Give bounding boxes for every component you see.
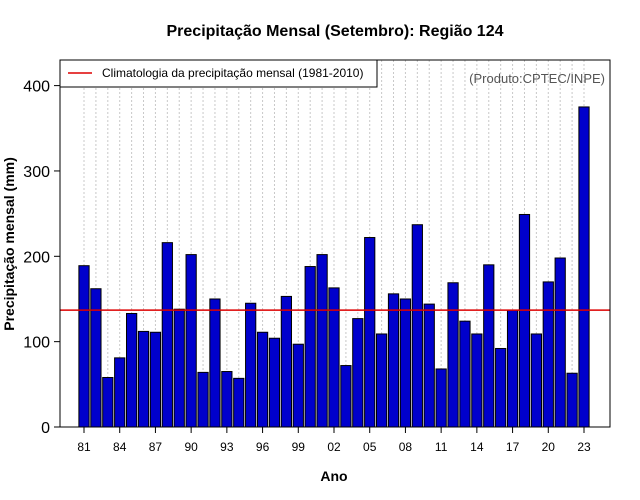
x-tick-label: 93 — [220, 440, 234, 454]
bar-1996 — [256, 331, 269, 428]
y-tick-label: 400 — [23, 79, 50, 96]
x-tick-label: 05 — [363, 440, 377, 454]
bar-1989 — [173, 308, 185, 428]
bar-1991 — [197, 371, 209, 428]
bar-1990 — [185, 254, 197, 428]
x-tick-label: 08 — [399, 440, 413, 454]
bar-2022 — [566, 372, 578, 428]
bar-2004 — [352, 318, 364, 428]
x-axis: 81 84 87 90 93 96 99 02 05 08 11 14 17 20 23 — [77, 427, 591, 454]
bar-1981 — [78, 265, 90, 428]
bar-1993 — [221, 371, 233, 428]
x-tick-label: 23 — [577, 440, 591, 454]
bar-1988 — [161, 242, 173, 428]
bar-2018 — [518, 213, 531, 428]
bar-2019 — [530, 333, 542, 428]
bar-2016 — [495, 347, 507, 428]
bar-1999 — [292, 343, 304, 428]
bar-2001 — [316, 254, 328, 428]
x-tick-label: 96 — [256, 440, 270, 454]
bar-2013 — [459, 320, 471, 428]
x-tick-label: 11 — [435, 440, 448, 454]
bar-2007 — [387, 293, 400, 428]
bar-2006 — [376, 333, 388, 428]
bar-1998 — [280, 295, 292, 428]
bar-2014 — [471, 333, 483, 428]
bar-1985 — [126, 312, 138, 428]
bar-2008 — [399, 298, 412, 428]
bar-2009 — [411, 224, 423, 428]
bars — [78, 106, 590, 428]
x-tick-label: 17 — [506, 440, 520, 454]
y-axis: 0 100 200 300 400 — [23, 79, 60, 437]
y-tick-label: 0 — [41, 420, 50, 437]
bar-1995 — [245, 302, 257, 428]
x-tick-label: 81 — [77, 440, 91, 454]
x-tick-label: 20 — [542, 440, 556, 454]
chart-title: Precipitação Mensal (Setembro): Região 1… — [167, 23, 504, 40]
bar-2015 — [483, 264, 495, 428]
bar-1984 — [114, 357, 126, 428]
y-tick-label: 100 — [23, 335, 50, 352]
bar-2002 — [328, 287, 340, 428]
bar-2011 — [435, 368, 447, 428]
x-tick-label: 90 — [184, 440, 198, 454]
bar-1994 — [233, 377, 245, 428]
x-tick-label: 84 — [113, 440, 127, 454]
bar-2021 — [554, 257, 566, 428]
x-tick-label: 87 — [149, 440, 163, 454]
bar-1987 — [149, 331, 162, 428]
x-tick-label: 14 — [470, 440, 484, 454]
legend: Climatologia da precipitação mensal (198… — [59, 59, 378, 88]
y-tick-label: 200 — [23, 249, 50, 266]
bar-2023 — [578, 106, 590, 428]
bar-1983 — [102, 376, 114, 428]
bar-2017 — [506, 309, 519, 428]
bar-2003 — [340, 365, 352, 428]
x-tick-label: 99 — [292, 440, 306, 454]
y-tick-label: 300 — [23, 164, 50, 181]
legend-box — [59, 59, 378, 88]
bar-1986 — [137, 330, 150, 428]
bar-2020 — [542, 281, 554, 428]
credit-text: (Produto:CPTEC/INPE) — [469, 71, 605, 86]
bar-1997 — [268, 337, 281, 428]
x-axis-label: Ano — [320, 468, 347, 484]
bar-2012 — [447, 282, 459, 428]
y-axis-label: Precipitação mensal (mm) — [1, 157, 17, 331]
bar-1992 — [209, 298, 221, 428]
legend-climatology-label: Climatologia da precipitação mensal (198… — [102, 66, 363, 80]
bar-2010 — [423, 303, 435, 428]
bar-2000 — [304, 266, 316, 428]
x-tick-label: 02 — [327, 440, 341, 454]
bar-2005 — [364, 237, 376, 428]
